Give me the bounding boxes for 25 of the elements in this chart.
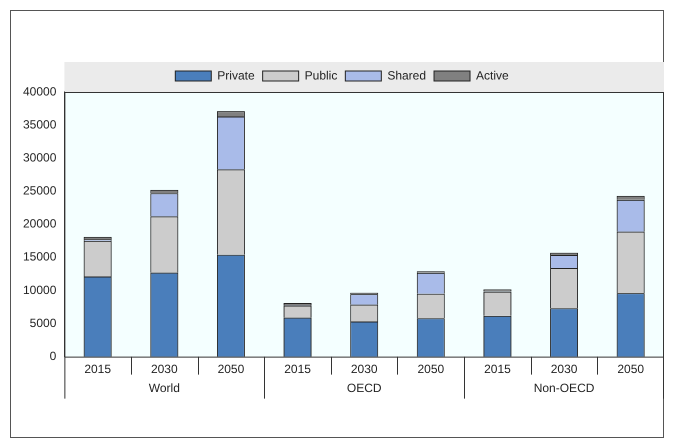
x-tick-label: 2050 <box>617 362 644 376</box>
x-tick-label: 2030 <box>550 362 578 376</box>
x-tick-label: 2015 <box>484 362 512 376</box>
x-tick-label: 2030 <box>350 362 378 376</box>
text: OECD <box>346 380 382 395</box>
text: World <box>148 380 180 395</box>
y-tick-label: 30000 <box>22 150 57 164</box>
x-tick-label: 2015 <box>84 362 112 376</box>
legend-label: Shared <box>387 68 426 82</box>
y-tick-label: 25000 <box>22 184 57 198</box>
y-tick-label: 5000 <box>30 316 57 330</box>
text: Non-OECD <box>534 380 595 395</box>
y-tick-label: 0 <box>50 348 57 363</box>
x-tick-label: 2050 <box>218 362 245 376</box>
legend-label: Active <box>476 68 510 82</box>
y-tick-label: 15000 <box>22 250 57 264</box>
legend-label: Public <box>304 68 338 82</box>
y-tick-label: 10000 <box>22 282 57 297</box>
x-tick-label: 2050 <box>417 362 444 376</box>
x-tick-label: 2030 <box>150 362 178 376</box>
x-tick-label: 2015 <box>284 362 312 376</box>
y-tick-label: 20000 <box>22 216 57 231</box>
y-tick-label: 35000 <box>22 117 57 132</box>
legend-label: Private <box>217 68 255 82</box>
y-tick-label: 40000 <box>22 84 57 98</box>
